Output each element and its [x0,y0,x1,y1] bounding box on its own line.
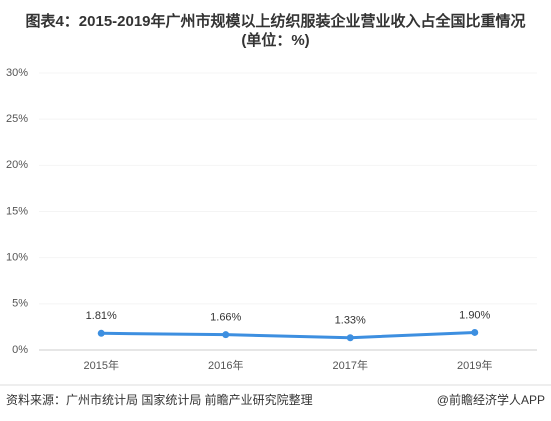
point [346,334,354,342]
x-tick-label: 2019年 [457,358,492,372]
x-tick-label: 2015年 [84,358,119,372]
chart-title: 图表4：2015-2019年广州市规模以上纺织服装企业营业收入占全国比重情况(单… [25,13,526,49]
y-tick-label: 20% [6,159,28,171]
y-tick-label: 10% [6,252,28,264]
source-note: 资料来源：广州市统计局 国家统计局 前瞻产业研究院整理 [6,392,313,407]
value-label: 1.33% [335,315,366,327]
y-tick-label: 0% [12,344,28,356]
y-tick-label: 5% [12,298,28,310]
value-label: 1.66% [210,312,241,324]
x-tick-label: 2016年 [208,358,243,372]
point [222,331,230,339]
x-tick-label: 2017年 [333,358,368,372]
line [101,330,475,340]
y-tick-label: 15% [6,205,28,217]
point [471,328,479,336]
point [97,329,105,337]
y-tick-label: 25% [6,113,28,125]
value-label: 1.90% [459,309,490,321]
credit: @前瞻经济学人APP [437,392,545,407]
value-label: 1.81% [86,310,117,322]
y-tick-label: 30% [6,67,28,79]
